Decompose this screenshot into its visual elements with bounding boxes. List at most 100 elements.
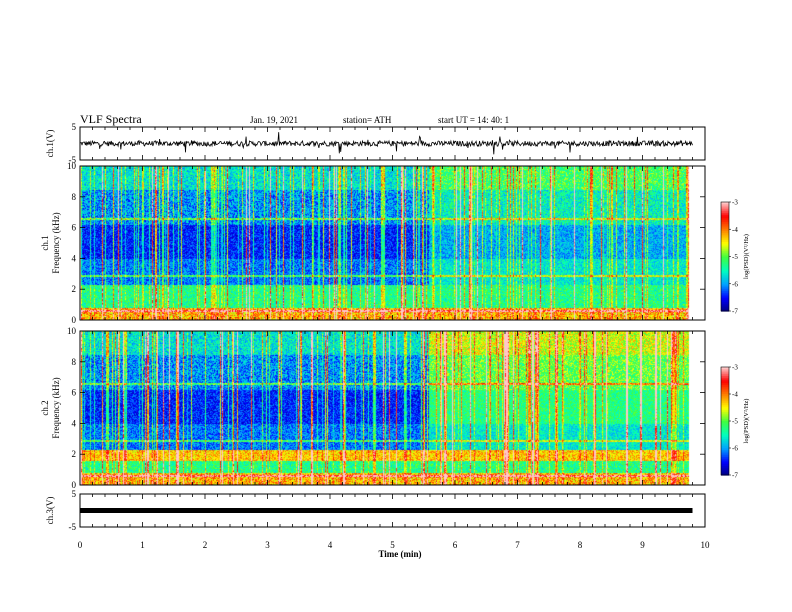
colorbar-swatch <box>721 392 729 395</box>
station-label: station= ATH <box>343 115 392 125</box>
colorbar-swatch <box>721 272 729 276</box>
date-label: Jan. 19, 2021 <box>250 115 298 125</box>
ch2-spectrogram-image <box>81 331 701 485</box>
colorbar-swatch <box>721 399 729 402</box>
colorbar-swatch <box>721 292 729 296</box>
colorbar-swatch <box>721 278 729 281</box>
colorbar-swatch <box>721 388 729 391</box>
y-tick-label: 2 <box>72 449 77 459</box>
colorbar-tick-label: -4 <box>732 391 738 399</box>
colorbar-swatch <box>721 251 729 254</box>
ch3-waveform-trace <box>80 508 693 513</box>
colorbar-tick-label: -7 <box>732 472 738 480</box>
colorbar-swatch <box>721 406 729 409</box>
colorbar-swatch <box>721 223 729 227</box>
colorbar-swatch <box>721 404 729 408</box>
y-tick-label: 6 <box>72 388 77 398</box>
colorbar-swatch <box>721 460 729 463</box>
x-tick-label: 0 <box>78 540 83 550</box>
colorbar-swatch <box>721 433 729 436</box>
colorbar-swatch <box>721 267 729 270</box>
x-tick-label: 6 <box>453 540 458 550</box>
colorbar-swatch <box>721 401 729 404</box>
colorbar-swatch <box>721 386 729 390</box>
colorbar-swatch <box>721 473 729 476</box>
colorbar-swatch <box>721 309 729 312</box>
y-tick-label: 0 <box>72 315 77 325</box>
ch3-waveform-panel: 5 -5 ch.3(V) <box>45 489 706 532</box>
colorbar-swatch <box>721 238 729 241</box>
colorbar-tick-label: -3 <box>732 364 738 372</box>
colorbar-swatch <box>721 227 729 230</box>
colorbar-swatch <box>721 294 729 298</box>
ch1-spectrogram-image <box>81 166 701 320</box>
colorbar-label: log(PSD)(V²/Hz) <box>743 234 750 279</box>
colorbar-tick-label: -6 <box>732 445 738 453</box>
colorbar-swatch <box>721 412 729 415</box>
y-tick-label: 5 <box>72 122 77 132</box>
colorbar-swatch <box>721 301 729 305</box>
colorbar-swatch <box>721 410 729 413</box>
colorbar-swatch <box>721 281 729 285</box>
x-tick-label: 9 <box>640 540 645 550</box>
x-tick-label: 7 <box>515 540 520 550</box>
ch1-waveform-panel: 5 -5 ch.1(V) <box>45 122 706 165</box>
start-time-label: start UT = 14: 40: 1 <box>438 115 509 125</box>
colorbar-swatch <box>721 446 729 449</box>
ch1-spectrogram-panel: 0 2 4 6 8 10 ch.1 Frequency (kHz) <box>40 161 706 325</box>
colorbar-swatch <box>721 457 729 460</box>
y-axis-label: Frequency (kHz) <box>51 377 61 438</box>
colorbar-swatch <box>721 209 729 212</box>
colorbar-swatch <box>721 240 729 243</box>
colorbar-swatch <box>721 216 729 219</box>
colorbar-swatch <box>721 415 729 418</box>
colorbar-swatch <box>721 368 729 372</box>
colorbar-swatch <box>721 376 729 379</box>
colorbar-label: log(PSD)(V²/Hz) <box>743 399 750 444</box>
x-tick-label: 8 <box>578 540 583 550</box>
y-tick-label: 10 <box>67 326 77 336</box>
y-tick-label: 5 <box>72 489 77 499</box>
colorbar-swatch <box>721 241 729 245</box>
colorbar-swatch <box>721 256 729 259</box>
colorbar-swatch <box>721 464 729 467</box>
colorbar-swatch <box>721 455 729 458</box>
colorbar-swatch <box>721 417 729 420</box>
y-tick-label: 6 <box>72 223 77 233</box>
colorbar-swatch <box>721 305 729 308</box>
colorbar-swatch <box>721 260 729 263</box>
colorbar-swatch <box>721 395 729 399</box>
colorbar-swatch <box>721 207 729 210</box>
colorbar-swatch <box>721 444 729 447</box>
colorbar-swatch <box>721 303 729 307</box>
colorbar-swatch <box>721 437 729 440</box>
colorbar-swatch <box>721 245 729 249</box>
colorbar-swatch <box>721 403 729 406</box>
colorbar-tick-label: -3 <box>732 199 738 207</box>
colorbar-swatch <box>721 462 729 465</box>
y-tick-label: 4 <box>72 418 77 428</box>
colorbar-swatch <box>721 274 729 278</box>
y-tick-label: 8 <box>72 357 77 367</box>
colorbar-swatch <box>721 271 729 274</box>
colorbar-swatch <box>721 289 729 292</box>
colorbar-swatch <box>721 370 729 373</box>
colorbar-swatch <box>721 458 729 462</box>
colorbar-swatch <box>721 466 729 469</box>
colorbar-swatch <box>721 413 729 417</box>
colorbar-swatch <box>721 426 729 429</box>
ch1-waveform-trace <box>79 132 693 155</box>
colorbar-swatch <box>721 254 729 258</box>
colorbar-swatch <box>721 269 729 272</box>
colorbar-swatch <box>721 449 729 453</box>
colorbar-swatch <box>721 431 729 435</box>
colorbar-swatch <box>721 442 729 445</box>
x-tick-label: 10 <box>701 540 711 550</box>
colorbar-swatch <box>721 408 729 411</box>
colorbar-tick-label: -5 <box>732 418 738 426</box>
y-tick-label: -5 <box>69 155 77 165</box>
ch2-spectrogram-panel: 0 2 4 6 8 10 ch.2 Frequency (kHz) <box>40 326 706 490</box>
colorbar-swatch <box>721 383 729 386</box>
y-tick-label: 0 <box>72 480 77 490</box>
colorbar-swatch <box>721 381 729 384</box>
